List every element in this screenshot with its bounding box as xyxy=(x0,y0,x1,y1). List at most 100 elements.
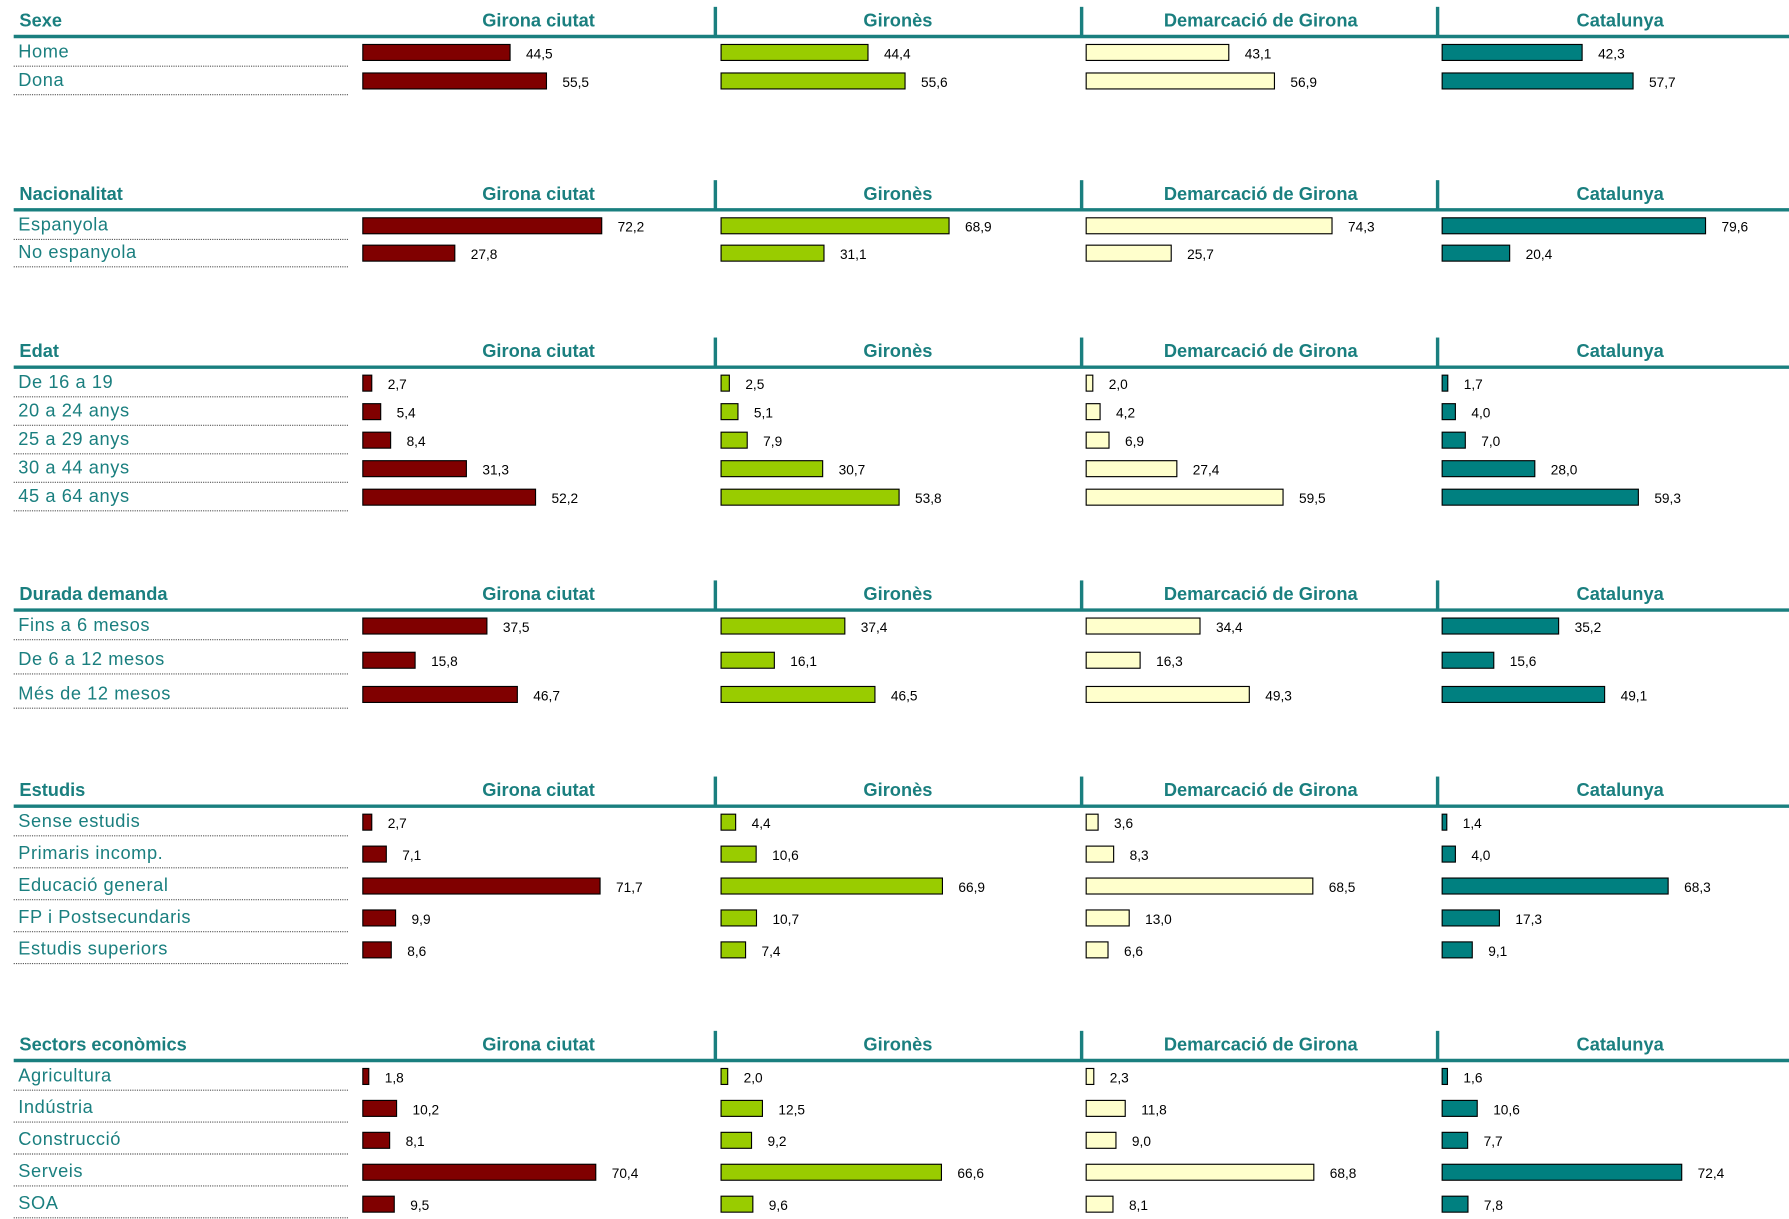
bar xyxy=(720,1099,764,1117)
value-label: 46,5 xyxy=(891,688,918,703)
bar xyxy=(720,1195,754,1213)
bar xyxy=(362,1195,395,1213)
bar xyxy=(1441,909,1500,927)
bar xyxy=(1441,72,1634,90)
value-label: 8,1 xyxy=(1129,1198,1148,1213)
bar xyxy=(362,941,392,959)
category-label: De 16 a 19 xyxy=(18,371,113,392)
value-label: 9,9 xyxy=(412,912,431,927)
bar xyxy=(1085,1131,1117,1149)
bar xyxy=(720,431,748,449)
value-label: 2,7 xyxy=(388,816,407,831)
value-label: 9,0 xyxy=(1132,1134,1151,1149)
bar xyxy=(1441,244,1511,262)
value-label: 1,4 xyxy=(1463,816,1482,831)
bar xyxy=(720,685,876,704)
value-label: 8,4 xyxy=(407,434,426,449)
bar xyxy=(1085,431,1110,449)
column-header: Gironès xyxy=(863,340,932,361)
column-header: Catalunya xyxy=(1577,779,1665,800)
column-header: Catalunya xyxy=(1577,583,1665,604)
value-label: 8,3 xyxy=(1130,848,1149,863)
bar xyxy=(720,845,757,863)
bar xyxy=(362,460,467,478)
bar xyxy=(362,1099,398,1117)
value-label: 7,8 xyxy=(1484,1198,1503,1213)
bar xyxy=(362,1163,597,1181)
value-label: 68,8 xyxy=(1330,1166,1357,1181)
value-label: 8,1 xyxy=(406,1134,425,1149)
bar xyxy=(1085,617,1201,635)
column-header: Catalunya xyxy=(1577,183,1665,204)
bar xyxy=(362,909,397,927)
bar xyxy=(1441,1067,1449,1086)
value-label: 27,4 xyxy=(1193,463,1220,478)
bar xyxy=(1085,1067,1095,1086)
bar xyxy=(1441,685,1606,704)
bar xyxy=(720,43,869,62)
category-label: No espanyola xyxy=(18,241,137,262)
category-label: SOA xyxy=(18,1192,59,1213)
value-label: 20,4 xyxy=(1526,247,1553,262)
category-label: 25 a 29 anys xyxy=(18,428,129,449)
bar xyxy=(362,617,488,635)
value-label: 8,6 xyxy=(407,944,426,959)
value-label: 31,1 xyxy=(840,247,867,262)
bar xyxy=(1085,43,1230,62)
value-label: 5,1 xyxy=(754,406,773,421)
column-header: Girona ciutat xyxy=(482,779,595,800)
column-header: Gironès xyxy=(863,9,932,30)
bar xyxy=(1441,1163,1683,1181)
bar xyxy=(1441,877,1669,895)
bar xyxy=(720,460,824,478)
bar xyxy=(362,1067,370,1086)
bar xyxy=(1441,1195,1469,1213)
value-label: 37,5 xyxy=(503,620,530,635)
value-label: 6,9 xyxy=(1125,434,1144,449)
bar xyxy=(362,244,456,262)
category-label: Més de 12 mesos xyxy=(18,682,171,703)
bar xyxy=(720,1131,753,1149)
value-label: 4,0 xyxy=(1471,848,1490,863)
bar xyxy=(1441,1131,1469,1149)
bar xyxy=(1441,813,1448,831)
bar xyxy=(362,374,373,392)
value-label: 68,5 xyxy=(1329,880,1356,895)
column-header: Girona ciutat xyxy=(482,1034,595,1055)
value-label: 7,0 xyxy=(1481,434,1500,449)
column-header: Demarcació de Girona xyxy=(1164,340,1359,361)
bar xyxy=(1085,244,1172,262)
bar xyxy=(720,813,737,831)
value-label: 1,8 xyxy=(385,1070,404,1085)
category-label: Fins a 6 mesos xyxy=(18,614,150,635)
value-label: 9,2 xyxy=(767,1134,786,1149)
value-label: 59,3 xyxy=(1654,491,1681,506)
value-label: 9,6 xyxy=(769,1198,788,1213)
column-header: Catalunya xyxy=(1577,9,1665,30)
bar xyxy=(362,43,511,62)
bar xyxy=(720,488,900,506)
bar xyxy=(1441,651,1495,669)
category-label: Agricultura xyxy=(18,1064,112,1085)
category-label: FP i Postsecundaris xyxy=(18,906,191,927)
value-label: 11,8 xyxy=(1141,1102,1167,1117)
category-label: Serveis xyxy=(18,1160,83,1181)
bar xyxy=(362,403,382,421)
bar xyxy=(1085,1195,1114,1213)
column-header: Catalunya xyxy=(1577,1034,1665,1055)
category-label: Educació general xyxy=(18,874,168,895)
value-label: 15,6 xyxy=(1510,654,1537,669)
value-label: 25,7 xyxy=(1187,247,1214,262)
bar xyxy=(1085,813,1099,831)
bar xyxy=(1441,403,1456,421)
bar xyxy=(362,845,387,863)
bar xyxy=(1085,374,1094,392)
value-label: 9,1 xyxy=(1488,944,1507,959)
bar xyxy=(362,813,373,831)
bar xyxy=(1085,651,1141,669)
value-label: 59,5 xyxy=(1299,491,1326,506)
value-label: 10,2 xyxy=(413,1102,440,1117)
bar xyxy=(1441,217,1707,235)
column-header: Girona ciutat xyxy=(482,340,595,361)
bar xyxy=(1085,1163,1315,1181)
